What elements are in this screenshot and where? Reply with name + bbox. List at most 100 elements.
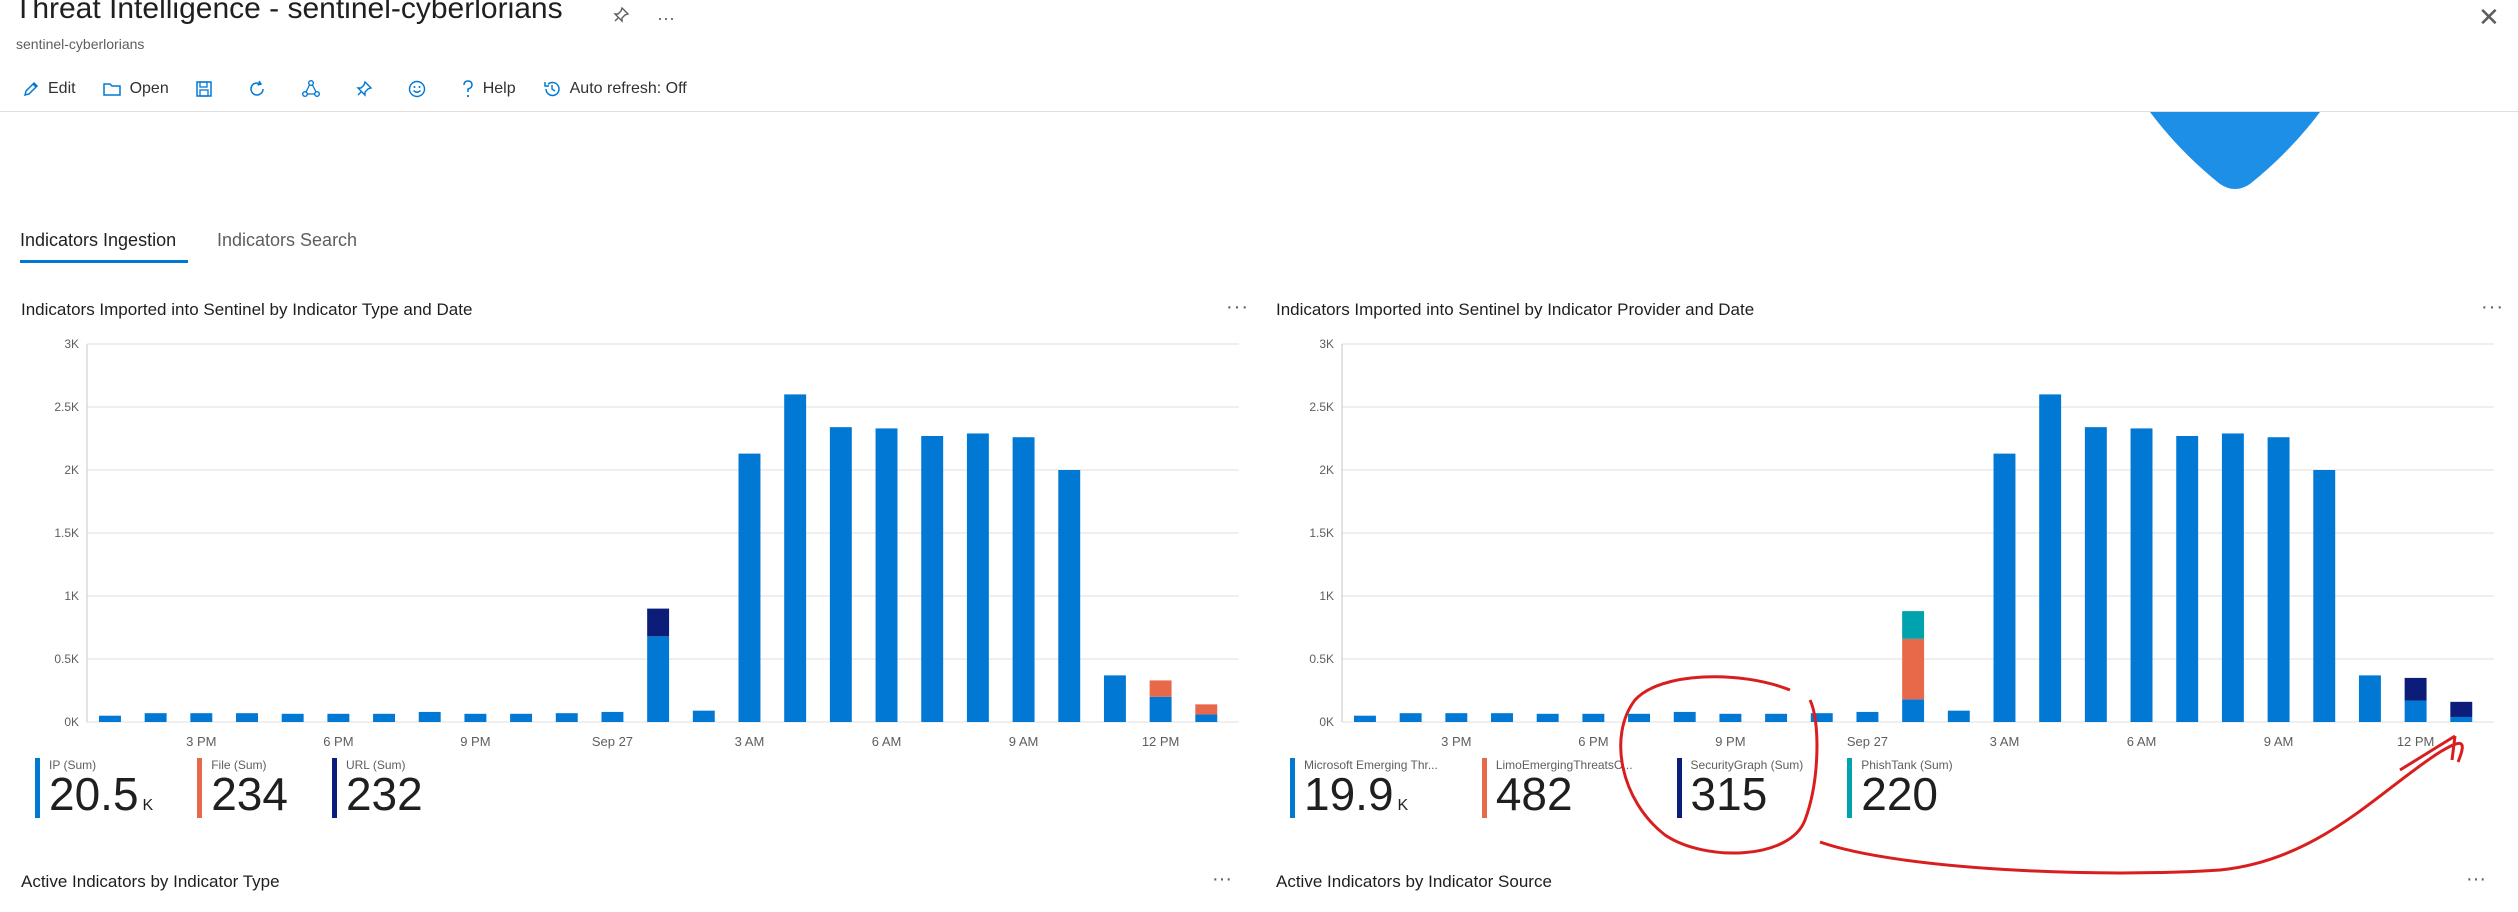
y-tick-label: 1K [1319, 589, 1334, 603]
x-tick-label: 9 AM [2264, 734, 2294, 749]
bar-ip [692, 710, 715, 722]
chart-legend: Microsoft Emerging Thr... 19.9 K LimoEmergi… [1290, 758, 1997, 822]
bar-microsoft-emerging-threats [2039, 394, 2062, 722]
bar-ip [601, 711, 624, 722]
open-label: Open [129, 80, 169, 97]
save-button[interactable] [195, 80, 221, 98]
refresh-button[interactable] [247, 79, 275, 99]
x-tick-label: 12 PM [2397, 734, 2435, 749]
bar-ip [190, 713, 213, 722]
title-tools: ··· [612, 6, 697, 29]
y-tick-label: 2K [64, 463, 79, 477]
legend-value: 19.9 K [1304, 768, 1409, 820]
bar-ip [1103, 675, 1126, 722]
legend-color-swatch [331, 758, 337, 818]
y-tick-label: 0K [64, 715, 79, 729]
y-tick-label: 0.5K [1309, 652, 1334, 666]
x-tick-label: 9 AM [1009, 734, 1039, 749]
feedback-button[interactable] [407, 79, 435, 99]
refresh-icon [250, 80, 264, 96]
legend-item[interactable]: File (Sum) 234 [197, 758, 288, 822]
edit-label: Edit [48, 80, 76, 97]
bar-microsoft-emerging-threats [1902, 699, 1925, 722]
legend-value: 232 [345, 768, 423, 820]
bar-microsoft-emerging-threats [1582, 713, 1605, 722]
edit-button[interactable]: Edit [22, 80, 76, 98]
bar-microsoft-emerging-threats [1856, 711, 1879, 722]
more-options-icon[interactable]: ··· [657, 8, 675, 28]
tab-indicators-search[interactable]: Indicators Search [217, 230, 358, 250]
bar-microsoft-emerging-threats [1628, 713, 1651, 722]
bar-ip [236, 713, 258, 722]
x-tick-label: 3 AM [735, 734, 765, 749]
page-subtitle: sentinel-cyberlorians [16, 36, 145, 52]
bar-microsoft-emerging-threats [1399, 713, 1422, 722]
bar-ip [464, 713, 487, 722]
share-icon [301, 80, 320, 97]
bar-ip [510, 713, 533, 722]
x-tick-label: 3 PM [1441, 734, 1471, 749]
bar-phishtank [1902, 611, 1925, 639]
help-button[interactable]: Help [461, 79, 516, 99]
x-tick-label: 3 AM [1990, 734, 2020, 749]
y-tick-label: 3K [1319, 337, 1334, 351]
decorative-shape [2150, 112, 2320, 189]
legend-color-swatch [1676, 758, 1682, 818]
bar-ip [647, 636, 670, 722]
y-tick-label: 2K [1319, 463, 1334, 477]
chart-legend: IP (Sum) 20.5 K File (Sum) 234 URL (Sum) 232 [35, 758, 467, 822]
legend-item[interactable]: IP (Sum) 20.5 K [35, 758, 153, 822]
legend-item[interactable]: URL (Sum) 232 [331, 758, 423, 822]
bar-ip [784, 394, 807, 722]
bar-ip [1058, 470, 1081, 722]
pin-icon[interactable] [612, 6, 635, 28]
legend-item[interactable]: SecurityGraph (Sum) 315 [1676, 758, 1803, 822]
save-icon [195, 81, 212, 97]
x-tick-label: 6 PM [1578, 734, 1608, 749]
pencil-icon [23, 81, 39, 97]
section-active-indicators-source: Active Indicators by Indicator Source [1276, 872, 1552, 891]
bar-ip [921, 435, 944, 722]
legend-item[interactable]: LimoEmergingThreatsC... 482 [1481, 758, 1633, 822]
bar-microsoft-emerging-threats [1491, 713, 1513, 722]
x-tick-label: 3 PM [186, 734, 216, 749]
pin-to-dashboard-button[interactable] [355, 80, 381, 98]
bar-microsoft-emerging-threats [2267, 437, 2290, 722]
bar-microsoft-emerging-threats [2084, 427, 2107, 722]
legend-item[interactable]: Microsoft Emerging Thr... 19.9 K [1290, 758, 1438, 822]
panel-more-icon[interactable]: ··· [2481, 296, 2504, 318]
legend-item[interactable]: PhishTank (Sum) 220 [1847, 758, 1953, 822]
close-icon[interactable]: ✕ [2478, 2, 2500, 32]
y-tick-label: 1K [64, 589, 79, 603]
legend-color-swatch [1847, 758, 1853, 818]
share-button[interactable] [301, 79, 329, 99]
legend-color-swatch [35, 758, 40, 818]
bar-securitygraph [2450, 701, 2473, 717]
section-more-icon[interactable]: ··· [2466, 868, 2486, 890]
x-tick-label: Sep 27 [1847, 734, 1888, 749]
y-tick-label: 0K [1319, 715, 1334, 729]
bar-microsoft-emerging-threats [1810, 713, 1833, 722]
bar-microsoft-emerging-threats [1765, 713, 1788, 722]
open-button[interactable]: Open [102, 80, 169, 98]
section-more-icon[interactable]: ··· [1212, 868, 1232, 890]
panel-indicator-type: Indicators Imported into Sentinel by Ind… [21, 296, 1248, 822]
auto-refresh-button[interactable]: Auto refresh: Off [542, 79, 687, 99]
bar-limoemergingthreats [1902, 638, 1925, 700]
bar-ip [738, 453, 761, 722]
bar-ip [373, 713, 396, 722]
panel-more-icon[interactable]: ··· [1226, 296, 1249, 318]
bar-securitygraph [2404, 677, 2427, 701]
y-tick-label: 1.5K [1309, 526, 1334, 540]
x-tick-label: 6 AM [872, 734, 902, 749]
bar-file [1195, 704, 1218, 715]
y-tick-label: 3K [64, 337, 79, 351]
legend-color-swatch [197, 758, 203, 818]
x-tick-label: 12 PM [1142, 734, 1180, 749]
x-tick-label: 9 PM [1715, 734, 1745, 749]
legend-color-swatch [1481, 758, 1487, 818]
tab-indicators-ingestion[interactable]: Indicators Ingestion [20, 230, 177, 250]
bar-microsoft-emerging-threats [1536, 713, 1559, 722]
legend-value: 20.5 K [49, 768, 154, 820]
folder-icon [102, 83, 121, 96]
